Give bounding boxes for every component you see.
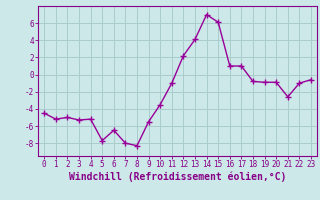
X-axis label: Windchill (Refroidissement éolien,°C): Windchill (Refroidissement éolien,°C)	[69, 172, 286, 182]
